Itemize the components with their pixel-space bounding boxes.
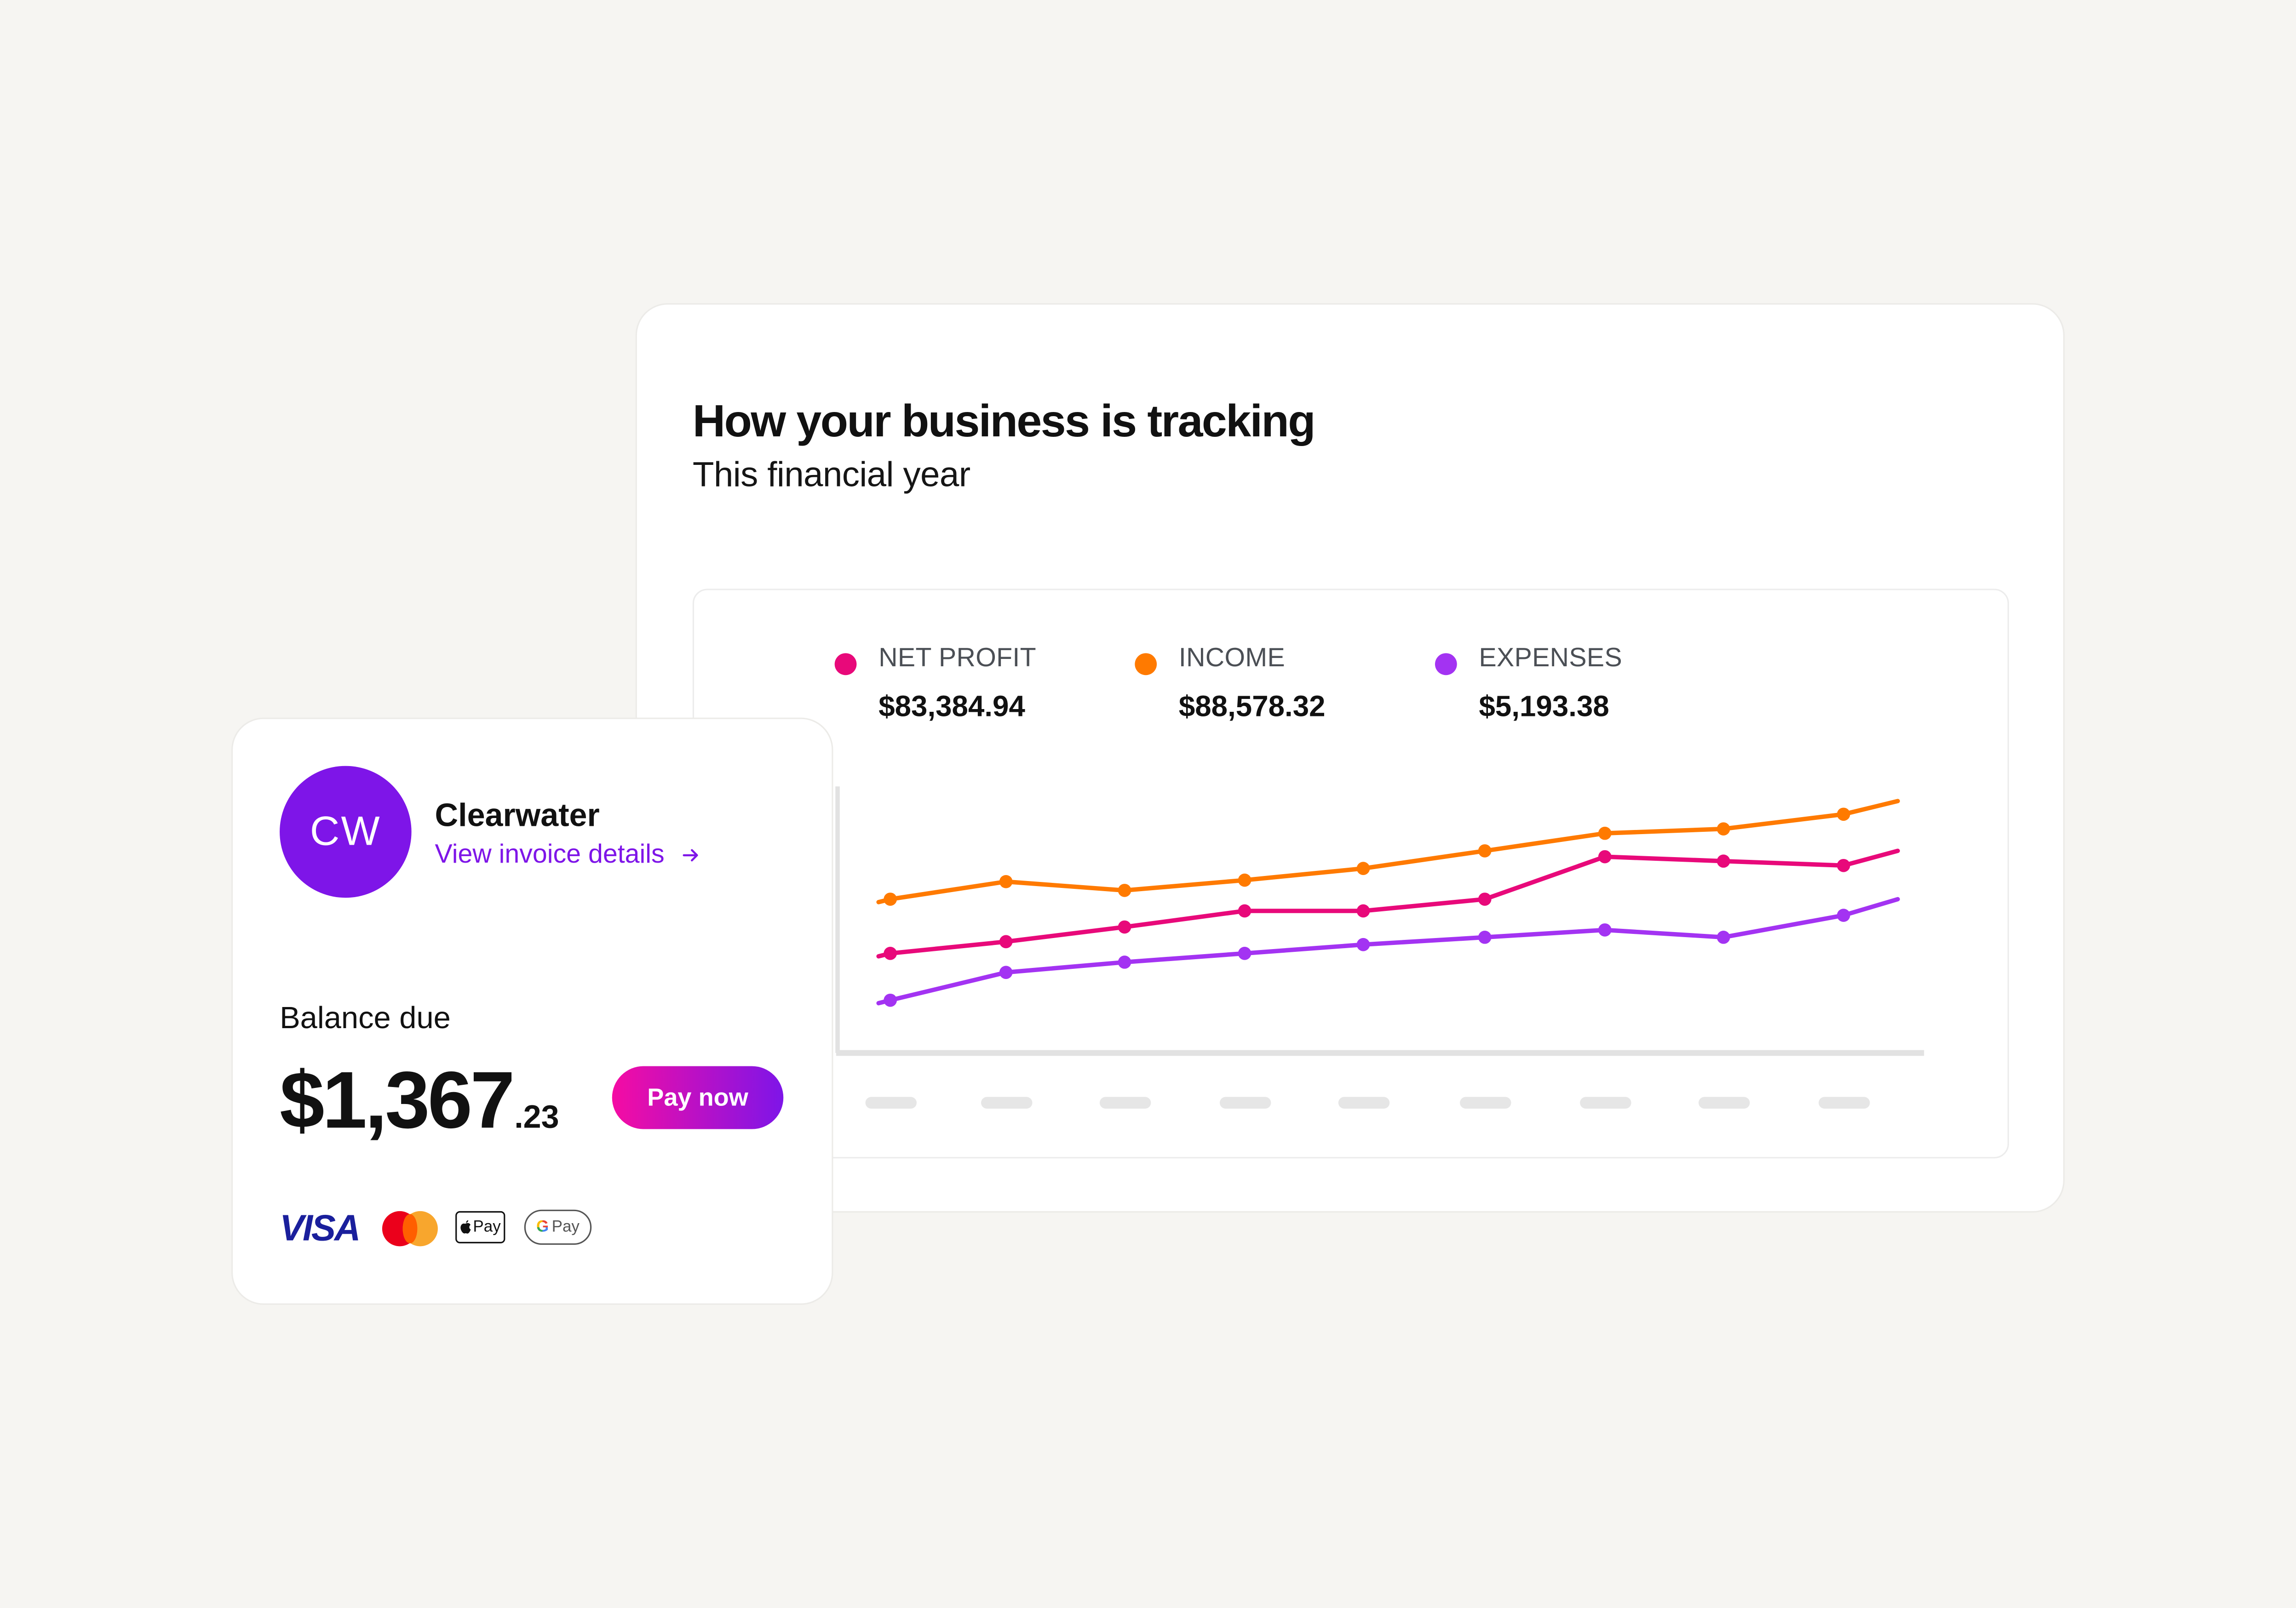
data-point [1598, 923, 1612, 937]
data-point [1356, 938, 1370, 951]
legend-value: $88,578.32 [1178, 691, 1326, 724]
series-line-income [876, 799, 1900, 904]
data-point [1598, 826, 1612, 840]
card-subtitle: This financial year [692, 455, 970, 495]
visa-icon: VISA [280, 1208, 361, 1249]
data-point [1238, 947, 1251, 960]
x-tick-label-placeholder [1460, 1097, 1511, 1109]
expenses-dot-icon [1435, 653, 1457, 675]
mastercard-icon [382, 1211, 441, 1247]
data-point [1238, 873, 1251, 887]
data-point [1356, 904, 1370, 918]
data-point [884, 993, 897, 1007]
income-dot-icon [1135, 653, 1157, 675]
arrow-right-icon [682, 848, 698, 861]
data-point [1118, 920, 1131, 934]
balance-due-label: Balance due [280, 1001, 451, 1036]
data-point [1837, 909, 1850, 922]
apple-pay-icon: Pay [455, 1211, 505, 1243]
x-tick-label-placeholder [1580, 1097, 1631, 1109]
data-point [999, 875, 1013, 888]
chart-panel: NET PROFIT $83,384.94 INCOME $88,578.32 … [692, 589, 2009, 1159]
company-name: Clearwater [435, 796, 600, 834]
data-point [1837, 807, 1850, 821]
data-point [1356, 862, 1370, 875]
data-point [1478, 844, 1492, 858]
view-invoice-details-link[interactable]: View invoice details [435, 839, 700, 870]
amount-minor: .23 [514, 1098, 559, 1135]
data-point [1598, 850, 1612, 864]
data-point [1837, 858, 1850, 872]
data-point [884, 947, 897, 960]
invoice-card: CW Clearwater View invoice details Balan… [231, 717, 833, 1305]
amount-major: $1,367 [280, 1054, 515, 1145]
google-pay-icon: G Pay [524, 1209, 592, 1245]
card-title: How your business is tracking [692, 395, 1316, 447]
x-tick-label-placeholder [1338, 1097, 1390, 1109]
data-point [1716, 930, 1730, 944]
x-tick-label-placeholder [1099, 1097, 1151, 1109]
data-point [1238, 904, 1251, 918]
legend-label: INCOME [1178, 643, 1286, 672]
x-tick-label-placeholder [1219, 1097, 1271, 1109]
avatar: CW [280, 766, 412, 898]
data-point [1716, 822, 1730, 835]
x-tick-label-placeholder [865, 1097, 917, 1109]
net-profit-dot-icon [834, 653, 857, 675]
data-point [999, 935, 1013, 949]
data-point [1118, 884, 1131, 897]
pay-now-button[interactable]: Pay now [612, 1066, 784, 1129]
x-tick-label-placeholder [1699, 1097, 1750, 1109]
data-point [999, 966, 1013, 979]
link-label: View invoice details [435, 839, 665, 869]
data-point [1716, 854, 1730, 868]
data-point [884, 893, 897, 906]
legend-label: NET PROFIT [878, 643, 1037, 672]
business-tracking-card: How your business is tracking This finan… [635, 303, 2065, 1213]
data-point [1478, 930, 1492, 944]
series-line-expenses [876, 897, 1900, 1006]
x-tick-label-placeholder [1819, 1097, 1870, 1109]
legend-value: $83,384.94 [878, 691, 1025, 724]
line-chart [835, 786, 1924, 1109]
balance-amount: $1,367.23 [280, 1053, 559, 1147]
data-point [1118, 956, 1131, 969]
x-tick-label-placeholder [981, 1097, 1033, 1109]
data-point [1478, 893, 1492, 906]
legend-label: EXPENSES [1479, 643, 1623, 672]
legend-value: $5,193.38 [1479, 691, 1609, 724]
